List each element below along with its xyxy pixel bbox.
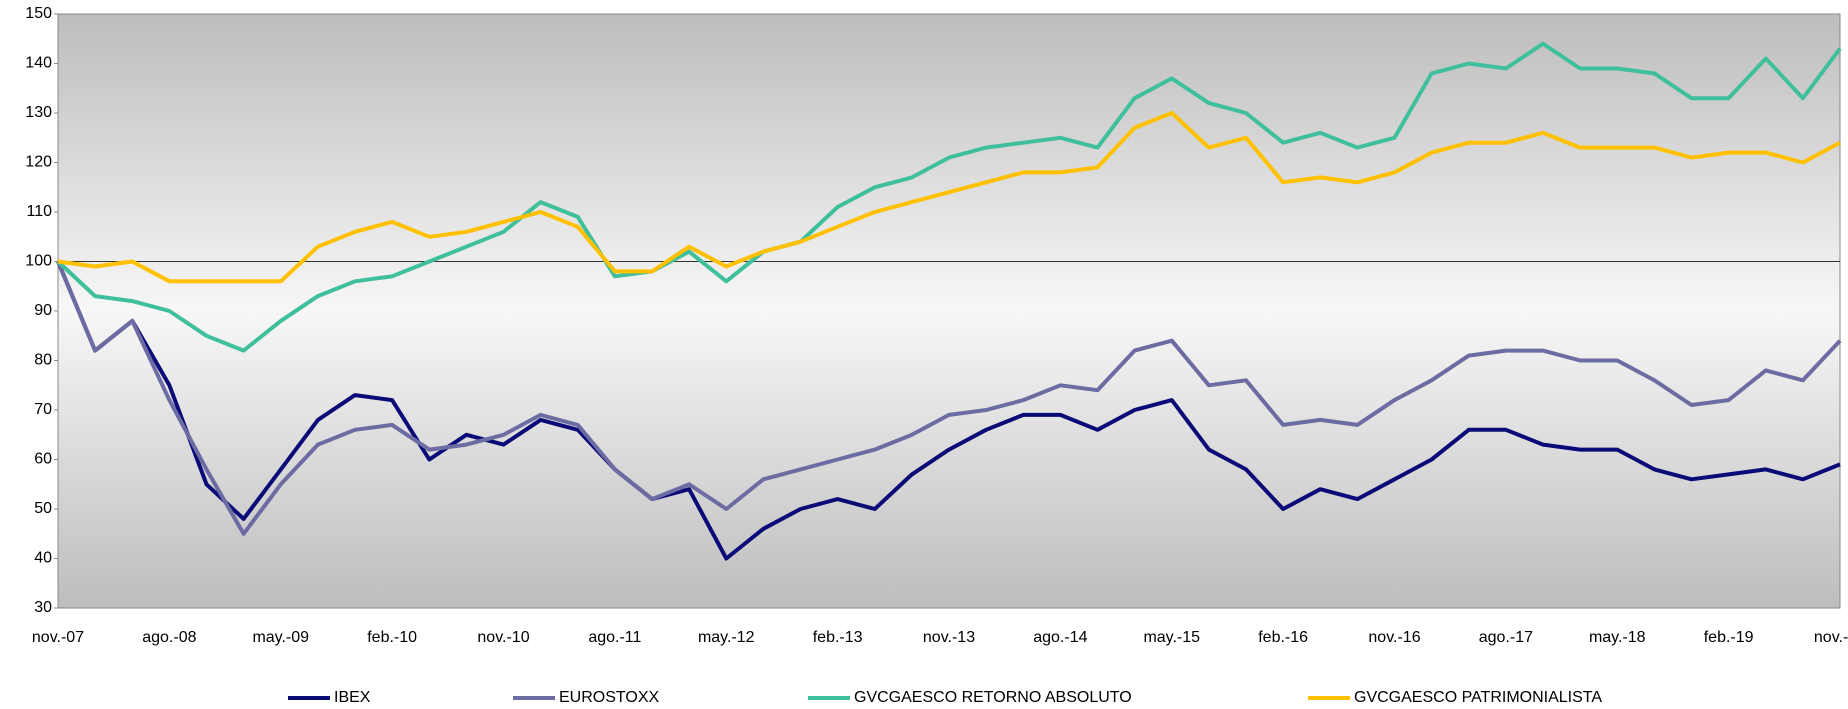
- x-tick-label: may.-12: [698, 629, 755, 646]
- x-tick-label: may.-09: [252, 629, 309, 646]
- x-tick-label: nov.-13: [923, 629, 975, 646]
- plot-area: [57, 13, 1841, 609]
- y-tick-label: 40: [34, 550, 52, 567]
- x-tick-label: may.-15: [1143, 629, 1200, 646]
- y-tick-label: 150: [25, 5, 52, 22]
- legend-label: GVCGAESCO RETORNO ABSOLUTO: [854, 689, 1132, 706]
- y-tick-label: 100: [25, 253, 52, 270]
- x-tick-label: feb.-13: [813, 629, 863, 646]
- x-tick-label: ago.-11: [588, 629, 641, 646]
- x-tick-label: nov.-16: [1368, 629, 1420, 646]
- x-tick-label: nov.-10: [477, 629, 529, 646]
- series-line: [57, 111, 1841, 284]
- x-tick-label: ago.-08: [142, 629, 196, 646]
- series-line: [56, 260, 1841, 561]
- y-tick-label: 130: [25, 104, 52, 121]
- y-tick-label: 60: [34, 451, 52, 468]
- x-tick-label: ago.-14: [1033, 629, 1087, 646]
- y-tick-label: 140: [25, 55, 52, 72]
- y-tick-label: 70: [34, 401, 52, 418]
- legend-label: EUROSTOXX: [559, 689, 660, 706]
- y-tick-label: 80: [34, 352, 52, 369]
- y-tick-label: 50: [34, 500, 52, 517]
- y-tick-label: 90: [34, 302, 52, 319]
- y-tick-label: 110: [26, 203, 52, 220]
- x-tick-label: nov.-19: [1814, 629, 1848, 646]
- y-tick-label: 120: [25, 154, 52, 171]
- series-line: [56, 41, 1842, 353]
- x-tick-label: feb.-19: [1704, 629, 1754, 646]
- x-tick-label: may.-18: [1589, 629, 1646, 646]
- x-tick-label: ago.-17: [1479, 629, 1533, 646]
- legend-label: IBEX: [334, 689, 371, 706]
- y-tick-label: 30: [34, 599, 52, 616]
- legend-label: GVCGAESCO PATRIMONIALISTA: [1354, 689, 1602, 706]
- series-line: [56, 260, 1842, 536]
- x-tick-label: nov.-07: [32, 629, 84, 646]
- x-tick-label: feb.-10: [367, 629, 417, 646]
- x-tick-label: feb.-16: [1258, 629, 1308, 646]
